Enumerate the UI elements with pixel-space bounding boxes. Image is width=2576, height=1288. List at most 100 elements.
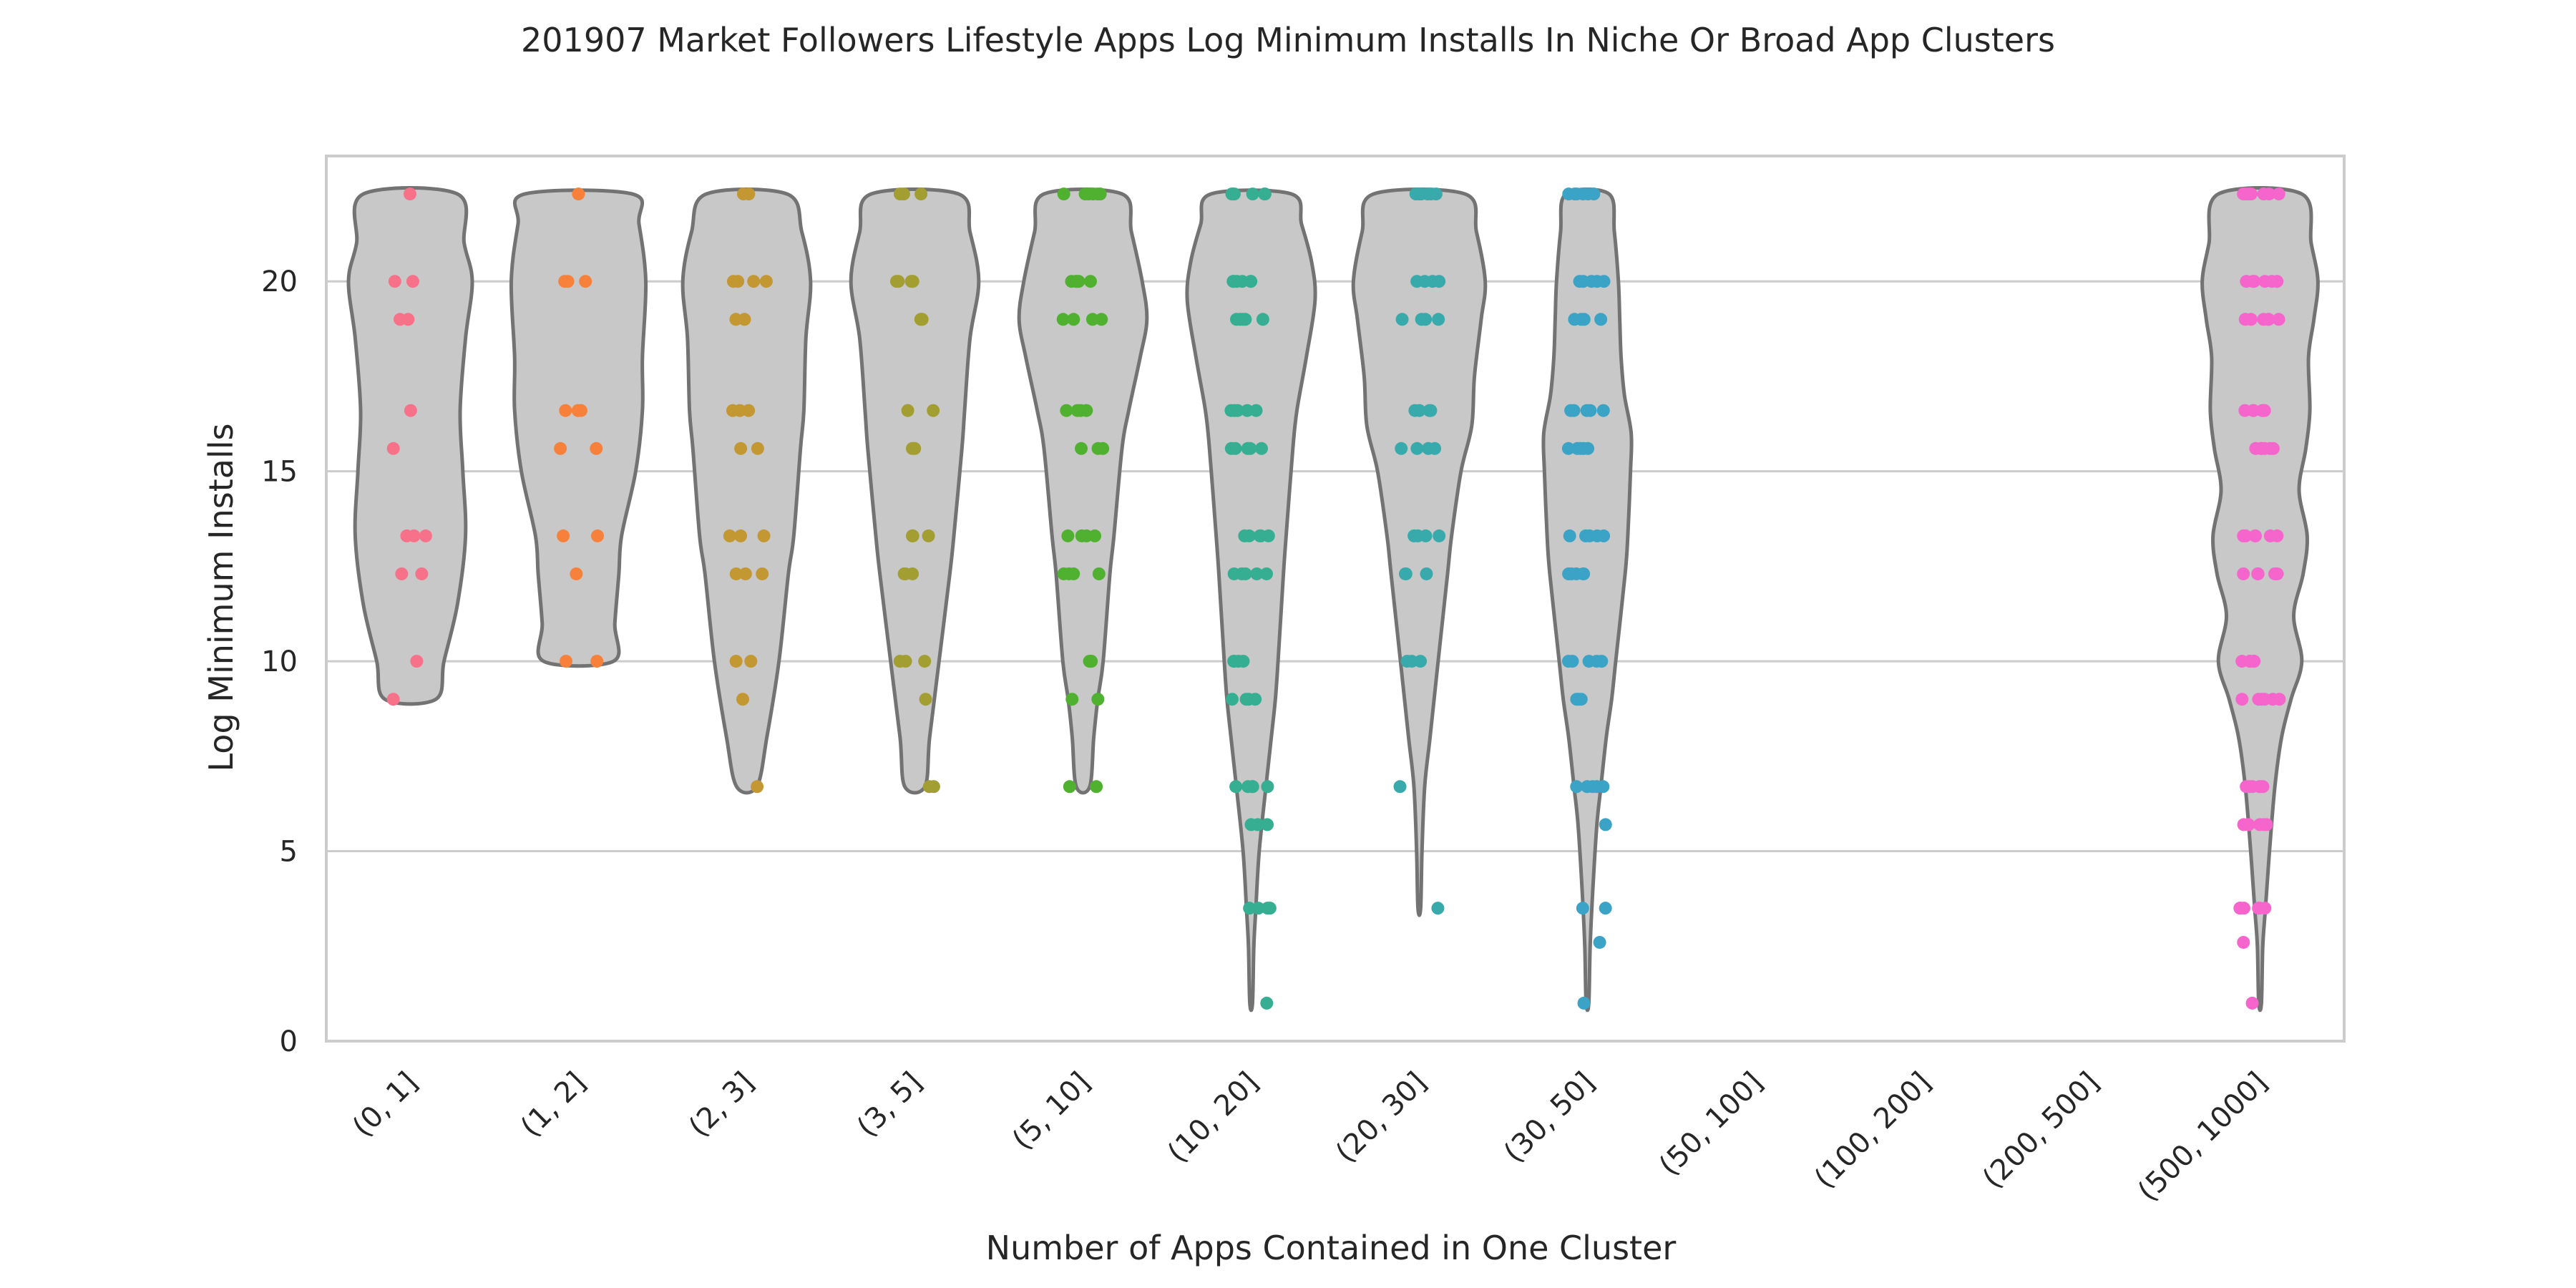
strip-point <box>2272 187 2285 201</box>
strip-point <box>2263 529 2277 542</box>
strip-point <box>388 275 401 288</box>
violin-body <box>680 187 813 795</box>
strip-point <box>927 404 940 417</box>
strip-point <box>2239 529 2253 542</box>
strip-point <box>1570 693 1584 706</box>
strip-point <box>889 275 903 288</box>
strip-point <box>572 187 585 201</box>
strip-point <box>1433 529 1446 542</box>
strip-point <box>1580 404 1594 417</box>
strip-point <box>729 567 743 580</box>
strip-point <box>1067 313 1080 326</box>
strip-point <box>1431 902 1445 915</box>
strip-point <box>1393 780 1407 794</box>
strip-point <box>579 275 592 288</box>
strip-point <box>1239 693 1253 706</box>
strip-point <box>419 529 432 542</box>
strip-point <box>2235 655 2249 668</box>
strip-point <box>1576 275 1590 288</box>
strip-point <box>914 187 928 201</box>
strip-point <box>1244 275 1257 288</box>
strip-point <box>738 567 752 580</box>
strip-point <box>1561 441 1575 455</box>
strip-point <box>1244 818 1258 831</box>
strip-point <box>1410 441 1424 455</box>
strip-point <box>406 275 419 288</box>
strip-point <box>1063 567 1076 580</box>
strip-point <box>1259 567 1273 580</box>
strip-point <box>1576 902 1589 915</box>
strip-point <box>736 693 749 706</box>
x-tick-label: (30, 50] <box>1498 1066 1601 1170</box>
strip-point <box>1226 275 1240 288</box>
strip-point <box>927 780 940 794</box>
strip-point <box>554 441 567 455</box>
strip-point <box>1395 313 1409 326</box>
x-tick-label: (3, 5] <box>851 1066 929 1144</box>
strip-point <box>1583 529 1596 542</box>
strip-point <box>729 313 743 326</box>
x-tick-label: (0, 1] <box>346 1066 424 1144</box>
strip-point <box>1432 313 1445 326</box>
strip-point <box>1599 818 1612 831</box>
strip-point <box>1228 404 1241 417</box>
strip-point <box>2237 818 2250 831</box>
strip-point <box>2238 404 2252 417</box>
y-axis-label: Log Minimum Installs <box>202 423 240 771</box>
x-tick-label: (10, 20] <box>1161 1066 1265 1170</box>
strip-point <box>1419 529 1433 542</box>
strip-point <box>2265 275 2278 288</box>
strip-point <box>2237 567 2250 580</box>
strip-point <box>904 275 918 288</box>
strip-point <box>1061 529 1075 542</box>
strip-point <box>1083 655 1096 668</box>
violin-body <box>2200 185 2320 1013</box>
strip-point <box>1229 780 1243 794</box>
strip-point <box>726 404 739 417</box>
strip-point <box>591 529 605 542</box>
strip-point <box>1405 655 1419 668</box>
strip-point <box>751 780 764 794</box>
strip-point <box>1582 655 1596 668</box>
strip-point <box>403 187 416 201</box>
strip-point <box>1595 655 1609 668</box>
strip-point <box>747 275 761 288</box>
strip-point <box>1236 655 1250 668</box>
strip-point <box>1413 404 1426 417</box>
violin-body <box>1017 187 1149 795</box>
strip-point <box>2237 902 2250 915</box>
strip-point <box>1258 187 1272 201</box>
strip-point <box>1587 187 1601 201</box>
strip-point <box>2245 996 2259 1010</box>
strip-point <box>922 529 935 542</box>
strip-point <box>1426 275 1440 288</box>
strip-point <box>1072 275 1085 288</box>
strip-point <box>2251 567 2265 580</box>
strip-point <box>1241 404 1254 417</box>
x-axis-label: Number of Apps Contained in One Cluster <box>986 1229 1677 1267</box>
strip-point <box>1239 567 1252 580</box>
strip-point <box>901 404 914 417</box>
strip-point <box>1253 529 1267 542</box>
x-tick-label: (200, 500] <box>1976 1066 2106 1196</box>
strip-point <box>1241 780 1255 794</box>
strip-point <box>1597 529 1611 542</box>
strip-point <box>2252 693 2265 706</box>
strip-point <box>1410 275 1424 288</box>
strip-point <box>1078 187 1092 201</box>
strip-points <box>386 187 2286 1010</box>
strip-point <box>1252 902 1265 915</box>
y-tick-label: 15 <box>261 456 298 489</box>
strip-point <box>918 655 932 668</box>
x-tick-label: (100, 200] <box>1808 1066 1938 1196</box>
strip-point <box>2269 567 2283 580</box>
x-tick-label: (2, 3] <box>683 1066 761 1144</box>
x-tick-label: (5, 10] <box>1006 1066 1097 1157</box>
strip-point <box>1399 567 1413 580</box>
violin-body <box>509 188 648 668</box>
strip-point <box>899 655 912 668</box>
x-ticks: (0, 1] (1, 2] (2, 3] (3, 5] (5, 10] (10, 20] (… <box>346 1066 2274 1209</box>
strip-point <box>2237 935 2250 949</box>
strip-point <box>2256 404 2270 417</box>
